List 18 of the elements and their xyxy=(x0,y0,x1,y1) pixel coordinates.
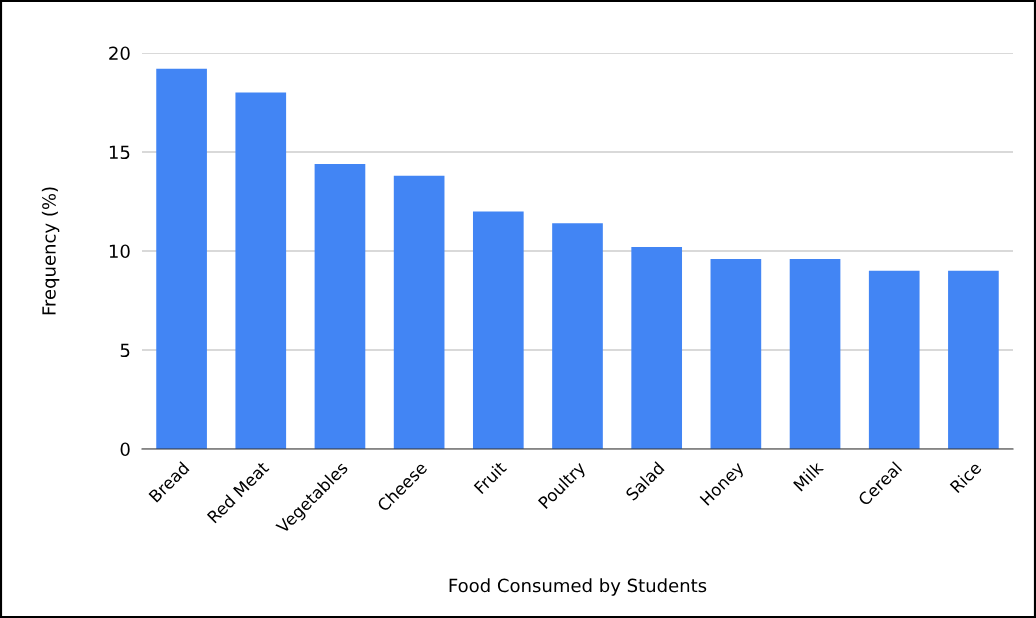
bar xyxy=(552,223,603,449)
y-tick-label: 20 xyxy=(109,46,130,61)
bar xyxy=(710,258,762,449)
y-tick-label: 10 xyxy=(109,244,130,259)
bar xyxy=(235,92,287,449)
y-tick-label: 5 xyxy=(120,343,130,358)
bar xyxy=(948,270,999,449)
bar xyxy=(868,270,920,449)
bar xyxy=(472,211,524,449)
y-tick-label: 0 xyxy=(120,442,130,457)
y-axis-title: Frequency (%) xyxy=(41,187,60,315)
bar xyxy=(631,247,683,449)
y-tick-label: 15 xyxy=(109,145,130,160)
bar xyxy=(156,68,207,449)
bar xyxy=(314,163,366,449)
bar xyxy=(789,258,841,449)
bar xyxy=(393,175,445,449)
x-axis-title: Food Consumed by Students xyxy=(449,578,707,596)
